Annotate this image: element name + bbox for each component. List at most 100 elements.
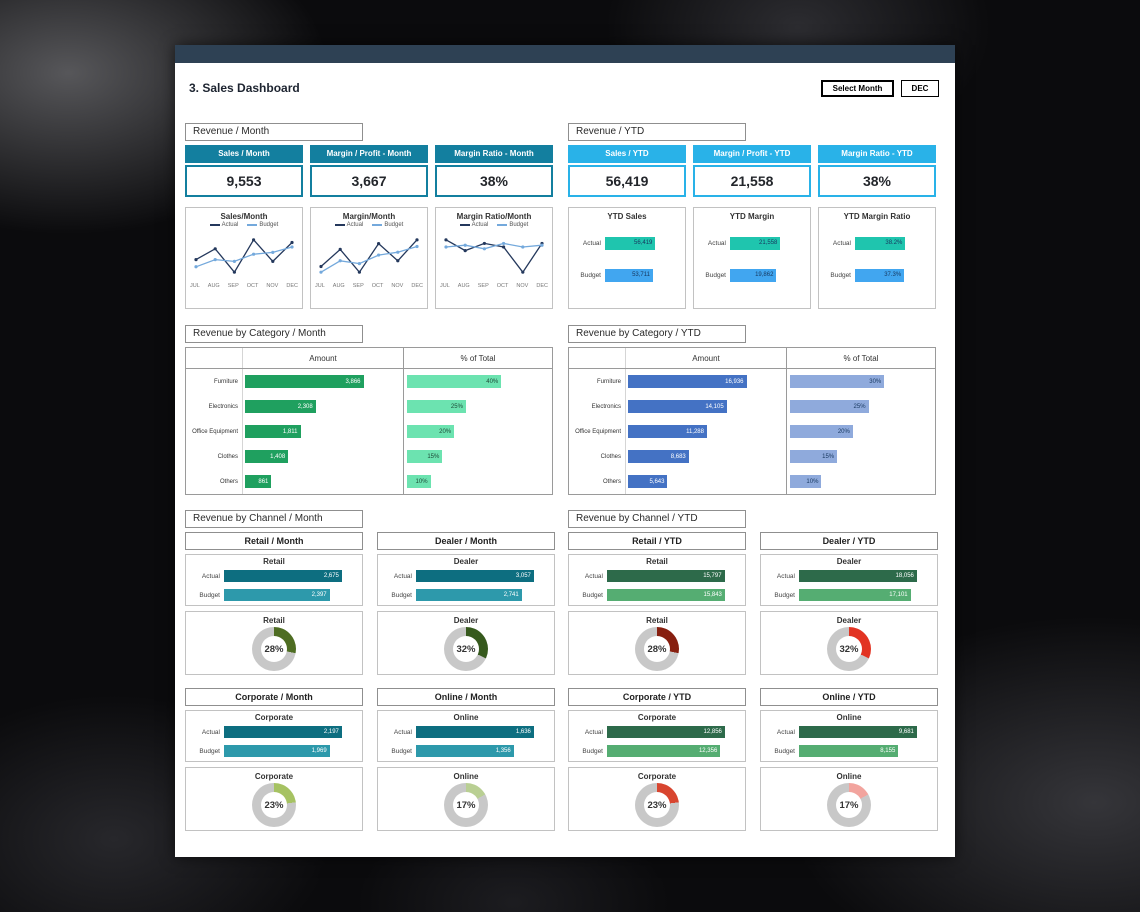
chart-online-month-donut: Online 17% xyxy=(377,767,555,831)
bar-row-label: Actual xyxy=(832,239,851,247)
channel-block-online-ytd: Online / YTD Online Actual 9,681 Budget 8,15… xyxy=(760,688,938,831)
bar-row-label: Budget xyxy=(774,591,795,599)
donut-hole: 23% xyxy=(644,792,670,818)
bar-track: 1,356 xyxy=(416,745,547,757)
table-row: Others 5,643 10% xyxy=(569,469,935,494)
bar-value: 53,711 xyxy=(632,272,650,278)
x-axis-label: OCT xyxy=(246,283,259,289)
legend-label: Budget xyxy=(509,222,529,228)
bar-row: Actual 18,056 xyxy=(765,569,930,583)
channel-block-dealer-month: Dealer / Month Dealer Actual 3,057 Budget 2,… xyxy=(377,532,555,675)
kpi-value: 3,667 xyxy=(310,165,428,197)
month-dropdown-value[interactable]: DEC xyxy=(901,80,939,97)
bar-row-label: Actual xyxy=(776,572,795,580)
legend-label: Actual xyxy=(221,222,239,228)
x-axis-label: DEC xyxy=(411,283,423,289)
chart-title: Retail xyxy=(646,616,668,625)
bar-row: Budget 2,741 xyxy=(382,588,547,602)
bar-row: Budget 1,969 xyxy=(190,744,355,758)
select-month-button[interactable]: Select Month xyxy=(821,80,894,97)
bar-track: 8,155 xyxy=(799,745,930,757)
bar-track: 2,675 xyxy=(224,570,355,582)
section-header-channel-ytd: Revenue by Channel / YTD xyxy=(568,510,746,528)
bar-value: 2,741 xyxy=(503,592,519,598)
amount-bar: 14,105 xyxy=(628,400,727,413)
bar-row: Budget 53,711 xyxy=(575,268,677,282)
donut-percentage: 23% xyxy=(264,799,284,811)
bar-row-label: Actual xyxy=(584,728,603,736)
chart-title: Corporate xyxy=(254,772,294,781)
bar-row-label: Actual xyxy=(201,728,220,736)
bar-track: 38.2% xyxy=(855,236,927,250)
chart-title: Dealer xyxy=(836,616,862,625)
bar: 2,197 xyxy=(224,726,342,738)
bar: 19,862 xyxy=(730,268,777,282)
category-label: Clothes xyxy=(217,453,238,460)
bar-track: 9,681 xyxy=(799,726,930,738)
bar-track: 1,969 xyxy=(224,745,355,757)
bar-track: 15,797 xyxy=(607,570,738,582)
bar-track: 2,197 xyxy=(224,726,355,738)
amount-bar-track: 861 xyxy=(242,469,404,494)
chart-title: Dealer xyxy=(453,557,479,566)
kpi-value: 21,558 xyxy=(693,165,811,197)
bar: 12,856 xyxy=(607,726,725,738)
channel-block-corporate-month: Corporate / Month Corporate Actual 2,197 Bu… xyxy=(185,688,363,831)
category-label: Electronics xyxy=(591,403,621,410)
amount-bar: 861 xyxy=(245,475,272,488)
bar-row: Budget 12,356 xyxy=(573,744,738,758)
donut-percentage: 32% xyxy=(456,643,476,655)
bar-row-label: Actual xyxy=(393,572,412,580)
bar-row-label: Budget xyxy=(774,747,795,755)
chart-title: Online xyxy=(453,772,479,781)
donut-hole: 17% xyxy=(836,792,862,818)
donut-ring: 28% xyxy=(635,627,679,671)
bar-row: Budget 19,862 xyxy=(700,268,802,282)
line-plot xyxy=(194,238,294,274)
bar: 12,356 xyxy=(607,745,721,757)
amount-value: 3,866 xyxy=(345,378,361,385)
bar-value: 2,675 xyxy=(323,573,339,579)
bar-track: 2,741 xyxy=(416,589,547,601)
donut-percentage: 32% xyxy=(839,643,859,655)
amount-bar-track: 2,308 xyxy=(242,394,404,419)
bar-rows: Actual 21,558 Budget 19,862 xyxy=(694,236,810,282)
amount-value: 8,683 xyxy=(670,453,686,460)
bar-value: 19,862 xyxy=(755,272,774,278)
bar-row-label: Budget xyxy=(582,591,603,599)
chart-ytd-sales-bars: YTD Sales Actual 56,419 Budget 53,711 xyxy=(568,207,686,309)
bar-row-label: Actual xyxy=(582,239,601,247)
bar-row: Actual 2,675 xyxy=(190,569,355,583)
bar-value: 56,419 xyxy=(634,240,653,246)
legend-label: Actual xyxy=(346,222,364,228)
pct-value: 20% xyxy=(439,428,452,435)
pct-bar: 30% xyxy=(790,375,885,388)
chart-title: Corporate xyxy=(254,713,294,722)
page-title: 3. Sales Dashboard xyxy=(189,81,300,95)
bar-value: 1,636 xyxy=(515,729,531,735)
pct-bar: 10% xyxy=(407,475,431,488)
bar: 37.3% xyxy=(855,268,905,282)
x-axis-label: DEC xyxy=(286,283,298,289)
channel-header: Dealer / YTD xyxy=(760,532,938,550)
bar-value: 15,797 xyxy=(703,573,722,579)
bar-row-label: Budget xyxy=(199,591,220,599)
x-axis-label: DEC xyxy=(536,283,548,289)
x-axis-labels: JUL AUG SEP OCT NOV DEC xyxy=(436,283,552,289)
amount-bar: 1,811 xyxy=(245,425,301,438)
chart-title: Online xyxy=(836,713,862,722)
pct-bar-track: 25% xyxy=(787,394,935,419)
x-axis-label: AUG xyxy=(457,283,470,289)
pct-bar-track: 15% xyxy=(787,444,935,469)
chart-online-ytd-bars: Online Actual 9,681 Budget 8,155 xyxy=(760,710,938,762)
legend-swatch xyxy=(459,224,470,226)
legend-item: Actual xyxy=(334,222,364,228)
donut-hole: 28% xyxy=(261,636,287,662)
table-row: Furniture 3,866 40% xyxy=(186,369,552,394)
x-axis-label: OCT xyxy=(371,283,384,289)
chart-retail-ytd-bars: Retail Actual 15,797 Budget 15,843 xyxy=(568,554,746,606)
amount-value: 1,811 xyxy=(282,428,298,435)
bar: 15,843 xyxy=(607,589,725,601)
legend-item: Budget xyxy=(247,222,278,228)
kpi-card-margin-ratio-ytd: Margin Ratio - YTD 38% xyxy=(818,145,936,197)
